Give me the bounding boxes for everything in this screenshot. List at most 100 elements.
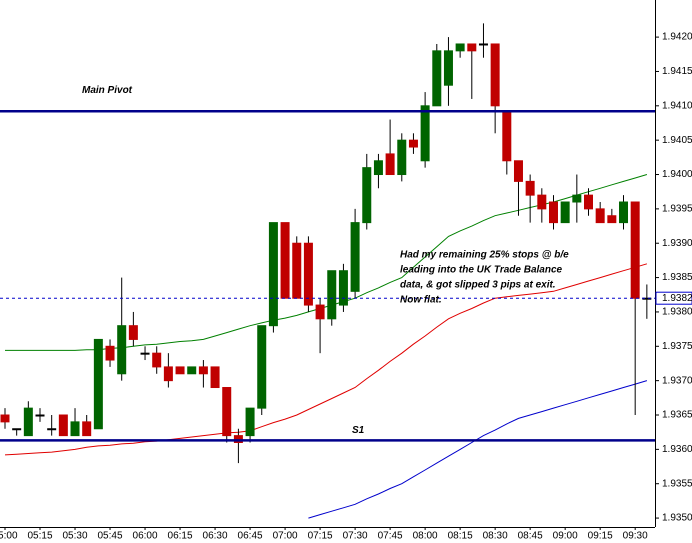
x-tick-label: 09:00 [553, 531, 578, 542]
candle-body [350, 222, 360, 292]
candle-body [303, 242, 313, 306]
x-tick-label: 09:15 [588, 531, 613, 542]
y-tick-label: 1.9360 [662, 444, 692, 455]
candle-body [58, 414, 68, 437]
candle-body [315, 304, 325, 320]
candle-body [187, 366, 197, 375]
x-tick-label: 08:00 [413, 531, 438, 542]
candle-body [595, 208, 605, 224]
y-tick-label: 1.9420 [662, 32, 692, 43]
candle-body [548, 201, 558, 224]
candle-body [338, 270, 348, 306]
y-tick-label: 1.9375 [662, 341, 692, 352]
x-tick-label: 06:15 [168, 531, 193, 542]
candle-body [584, 194, 593, 210]
candle-body [222, 387, 232, 437]
annotation: leading into the UK Trade Balance [400, 265, 563, 276]
candle-body [397, 139, 407, 176]
candle-body [572, 194, 582, 203]
candle-body [467, 43, 477, 52]
y-tick-label: 1.9365 [662, 410, 692, 421]
candle-body [420, 105, 430, 162]
candle-body [327, 270, 337, 320]
x-tick-label: 07:15 [308, 531, 333, 542]
candle-body [257, 325, 267, 409]
annotation: data, & got slipped 3 pips at exit. [400, 280, 556, 291]
x-tick-label: 05:00 [0, 531, 18, 542]
candle-body [537, 194, 547, 210]
candle-body [128, 325, 138, 340]
candle-body [0, 414, 10, 423]
x-tick-label: 08:15 [448, 531, 473, 542]
x-tick-label: 06:30 [203, 531, 228, 542]
candle-body [268, 222, 278, 327]
candle-body [82, 421, 92, 437]
plot-area [0, 23, 652, 519]
candle-body [233, 435, 243, 443]
x-tick-label: 07:00 [273, 531, 298, 542]
moving-average [308, 380, 648, 519]
candle-body [163, 366, 173, 382]
candle-body [385, 153, 395, 176]
y-tick-label: 1.9410 [662, 100, 692, 111]
candle-body [140, 352, 150, 355]
candle-body [432, 50, 442, 107]
y-tick-label: 1.9370 [662, 375, 692, 386]
candle-body [210, 366, 220, 389]
candle-body [198, 366, 208, 375]
candle-body [443, 50, 453, 86]
level-label: Main Pivot [82, 85, 133, 96]
annotation: Had my remaining 25% stops @ b/e [400, 250, 569, 261]
y-tick-label: 1.9400 [662, 169, 692, 180]
y-tick-label: 1.9415 [662, 66, 692, 77]
candle-body [373, 160, 383, 176]
moving-average [4, 263, 648, 456]
candle-body [362, 167, 372, 224]
candle-body [35, 414, 45, 417]
price-label: 1.9382 [662, 293, 692, 304]
y-tick-label: 1.9390 [662, 238, 692, 249]
candle-body [152, 352, 162, 368]
candle-body [47, 428, 57, 431]
x-tick-label: 09:30 [623, 531, 648, 542]
candle-body [513, 160, 523, 182]
candle-body [93, 338, 103, 430]
candle-body [502, 112, 512, 162]
candle-body [455, 43, 465, 52]
price-box [655, 291, 692, 305]
y-tick-label: 1.9405 [662, 135, 692, 146]
candle-body [630, 201, 640, 299]
annotation: Now flat. [400, 295, 442, 306]
candle-body [23, 407, 33, 437]
x-tick-label: 06:00 [133, 531, 158, 542]
x-tick-label: 05:15 [27, 531, 52, 542]
x-tick-label: 08:30 [483, 531, 508, 542]
candle-body [560, 201, 570, 224]
x-tick-label: 08:45 [518, 531, 543, 542]
x-tick-label: 05:45 [98, 531, 123, 542]
candle-body [245, 407, 255, 437]
candle-body [478, 43, 488, 46]
candle-body [280, 222, 290, 299]
x-tick-label: 07:30 [343, 531, 368, 542]
candle-body [70, 421, 80, 437]
x-tick-label: 05:30 [63, 531, 88, 542]
candle-body [12, 428, 22, 431]
candle-body [292, 242, 302, 299]
candle-body [105, 345, 115, 361]
y-tick-label: 1.9350 [662, 513, 692, 524]
candle-body [408, 139, 418, 148]
y-tick-label: 1.9355 [662, 478, 692, 489]
candle-body [490, 43, 500, 107]
y-tick-label: 1.9380 [662, 307, 692, 318]
x-tick-label: 06:45 [238, 531, 263, 542]
x-tick-label: 07:45 [378, 531, 403, 542]
candle-body [525, 180, 535, 196]
candle-body [117, 325, 127, 375]
candle-body [607, 215, 617, 224]
candle-body [619, 201, 629, 224]
candle-body [175, 366, 185, 375]
y-tick-label: 1.9395 [662, 204, 692, 215]
y-tick-label: 1.9385 [662, 272, 692, 283]
